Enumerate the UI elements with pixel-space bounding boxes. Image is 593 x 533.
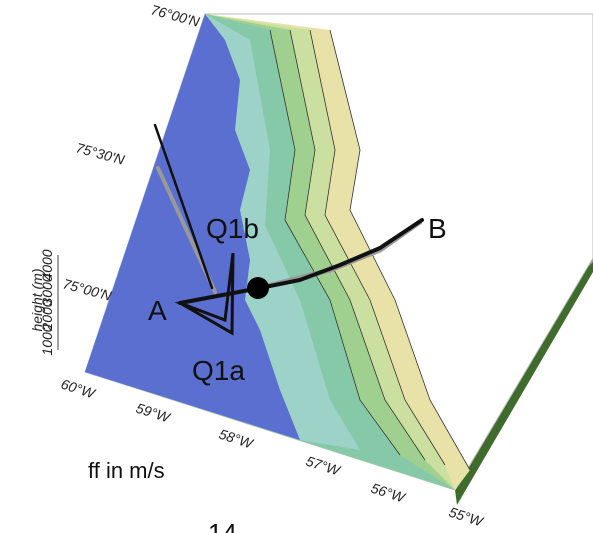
- station: [247, 277, 269, 299]
- point-label: B: [428, 213, 447, 244]
- lon-label: 59°W: [134, 400, 173, 426]
- lon-label: 56°W: [369, 480, 408, 506]
- lon-label: 57°W: [304, 453, 343, 479]
- height-tick: 4000: [39, 249, 55, 280]
- height-tick: 2000: [39, 299, 55, 331]
- height-axis: height (m) 1000 2000 3000 4000: [29, 249, 59, 356]
- height-tick: 3000: [39, 274, 55, 305]
- point-label: A: [148, 295, 167, 326]
- height-tick: 1000: [39, 324, 55, 355]
- cutoff-text: 14: [208, 518, 237, 533]
- ocean: [85, 14, 300, 440]
- lat-label: 75°00'N: [61, 275, 114, 304]
- lon-label: 60°W: [59, 376, 98, 402]
- tracks: [153, 123, 424, 336]
- caption: ff in m/s: [88, 458, 165, 483]
- block-side: [455, 258, 593, 505]
- point-label: Q1b: [206, 213, 259, 244]
- lat-label: 75°30'N: [74, 139, 127, 168]
- lon-label: 55°W: [447, 504, 486, 530]
- height-axis-label: height (m): [29, 268, 45, 331]
- lon-label: 58°W: [217, 426, 256, 452]
- lat-label: 76°00'N: [149, 1, 202, 30]
- point-label: Q1a: [192, 355, 245, 386]
